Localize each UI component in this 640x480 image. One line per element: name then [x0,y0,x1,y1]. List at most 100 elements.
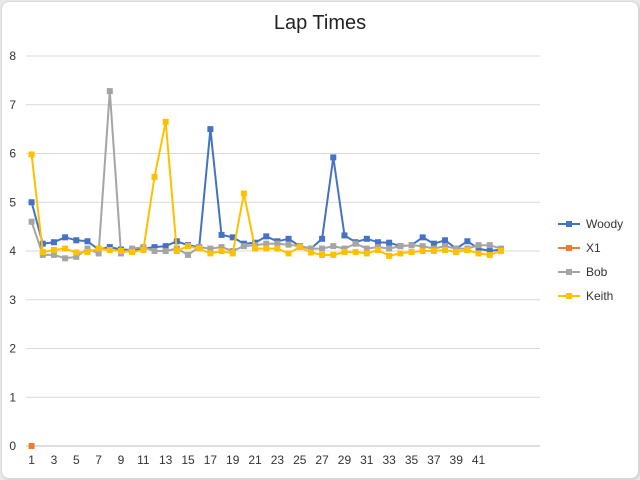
data-point-bob [386,245,393,252]
y-tick-label: 3 [9,293,16,307]
data-point-keith [296,244,303,251]
legend-label-bob: Bob [586,265,608,279]
data-point-keith [252,245,259,252]
x-tick-label: 33 [382,453,396,467]
data-point-bob [106,88,113,95]
data-point-bob [95,250,102,257]
data-point-bob [285,241,292,248]
data-point-woody [263,233,270,240]
data-point-keith [207,250,214,257]
data-point-keith [419,248,426,254]
x-tick-label: 1 [28,453,35,467]
data-point-keith [106,247,113,254]
data-point-woody [430,240,437,247]
series-line-bob [30,90,502,260]
y-tick-label: 4 [9,244,16,258]
data-point-bob [352,240,359,247]
data-point-keith [151,173,158,180]
data-point-keith [475,250,482,257]
data-point-keith [352,248,359,255]
data-point-bob [330,243,337,250]
data-point-keith [453,248,460,255]
data-point-keith [229,250,236,257]
data-point-bob [453,245,460,252]
data-point-woody [73,237,80,244]
data-point-woody [386,239,393,246]
y-tick-label: 5 [9,195,16,209]
data-point-bob [162,248,169,254]
x-tick-label: 17 [204,453,218,467]
data-point-keith [386,252,393,259]
data-point-bob [408,242,415,249]
data-point-keith [263,245,270,252]
y-tick-label: 1 [9,390,16,404]
data-point-woody [341,232,348,239]
data-point-keith [374,247,381,254]
data-point-woody [218,231,225,238]
x-tick-label: 41 [472,453,486,467]
data-point-keith [162,118,169,125]
data-point-keith [50,247,57,254]
data-point-keith [117,248,124,254]
data-point-bob [307,245,314,252]
data-point-woody [486,248,493,254]
legend-label-x1: X1 [586,241,601,255]
data-point-keith [140,247,147,254]
data-point-bob [475,242,482,249]
data-point-woody [28,199,35,206]
chart-title: Lap Times [273,12,367,34]
data-point-bob [319,245,326,252]
data-point-woody [319,235,326,242]
x-tick-label: 15 [181,453,195,467]
data-point-bob [218,244,225,251]
data-point-bob [442,243,449,250]
data-point-keith [330,251,337,258]
x-tick-label: 21 [248,453,262,467]
data-point-keith [218,248,225,254]
legend-label-keith: Keith [586,289,613,303]
data-point-bob [84,245,91,252]
data-point-woody [151,244,158,251]
data-point-woody [207,126,214,133]
data-point-woody [50,239,57,246]
x-tick-label: 13 [159,453,173,467]
data-point-woody [419,234,426,241]
x-tick-label: 35 [405,453,419,467]
data-point-keith [307,249,314,256]
data-point-keith [62,245,69,252]
x-tick-label: 39 [450,453,464,467]
legend-label-woody: Woody [586,217,623,231]
data-point-keith [497,248,504,254]
data-point-keith [274,245,281,252]
data-point-bob [28,218,35,225]
data-point-woody [84,238,91,245]
y-tick-label: 2 [9,342,16,356]
data-point-keith [341,248,348,255]
data-point-keith [73,249,80,256]
data-point-keith [319,251,326,258]
data-point-keith [84,248,91,255]
x-tick-label: 23 [271,453,285,467]
data-point-keith [397,250,404,257]
data-point-bob [129,245,136,252]
data-point-bob [62,255,69,262]
x-tick-label: 25 [293,453,307,467]
data-point-bob [151,248,158,254]
data-point-bob [341,245,348,252]
data-point-keith [430,248,437,254]
data-point-keith [408,248,415,255]
data-point-bob [50,251,57,258]
x-tick-label: 31 [360,453,374,467]
data-point-x1 [28,443,35,449]
y-tick-label: 0 [9,439,16,453]
data-point-bob [363,245,370,252]
y-tick-label: 7 [9,98,16,112]
data-point-keith [363,250,370,257]
data-point-bob [185,251,192,258]
data-point-keith [240,190,247,197]
data-point-woody [442,237,449,244]
data-point-keith [486,251,493,258]
legend-marker-x1 [566,245,572,251]
data-point-keith [129,248,136,255]
data-point-bob [274,240,281,247]
